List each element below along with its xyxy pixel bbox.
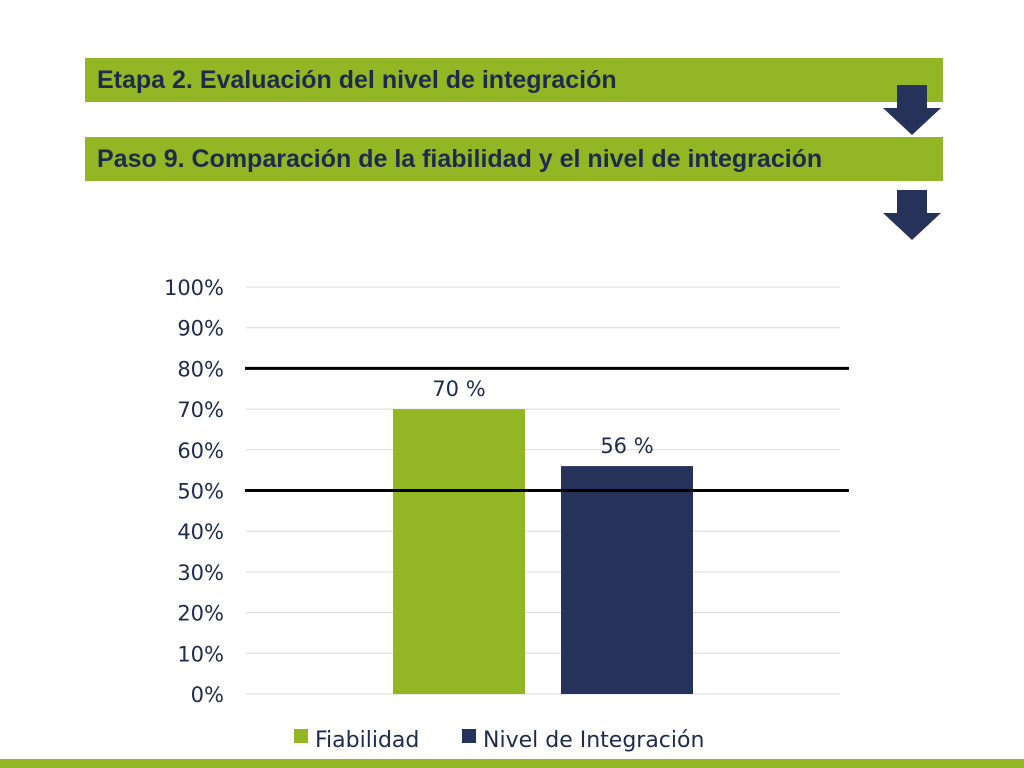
legend-swatch	[294, 729, 308, 743]
down-arrow-icon	[883, 190, 941, 240]
legend-label: Nivel de Integración	[483, 728, 704, 753]
y-tick-label: 40%	[177, 520, 224, 544]
footer-bar	[0, 759, 1024, 768]
step-banner: Paso 9. Comparación de la fiabilidad y e…	[85, 137, 943, 181]
data-label: 70 %	[432, 377, 485, 401]
stage-banner: Etapa 2. Evaluación del nivel de integra…	[85, 58, 943, 102]
y-tick-label: 80%	[177, 357, 224, 381]
y-tick-label: 60%	[177, 439, 224, 463]
y-tick-label: 70%	[177, 398, 224, 422]
bar-nivel-integracion	[561, 466, 693, 694]
y-tick-label: 20%	[177, 602, 224, 626]
data-label: 56 %	[600, 434, 653, 458]
legend-label: Fiabilidad	[315, 728, 419, 753]
y-tick-label: 30%	[177, 561, 224, 585]
y-tick-label: 50%	[177, 480, 224, 504]
step-title: Paso 9. Comparación de la fiabilidad y e…	[97, 144, 823, 173]
y-tick-label: 90%	[177, 317, 224, 341]
y-tick-label: 0%	[191, 683, 224, 707]
bar-fiabilidad	[393, 409, 525, 694]
y-tick-label: 100%	[164, 276, 224, 300]
down-arrow-icon	[883, 85, 941, 135]
y-tick-label: 10%	[177, 642, 224, 666]
legend-swatch	[462, 729, 476, 743]
stage-title: Etapa 2. Evaluación del nivel de integra…	[97, 65, 617, 94]
